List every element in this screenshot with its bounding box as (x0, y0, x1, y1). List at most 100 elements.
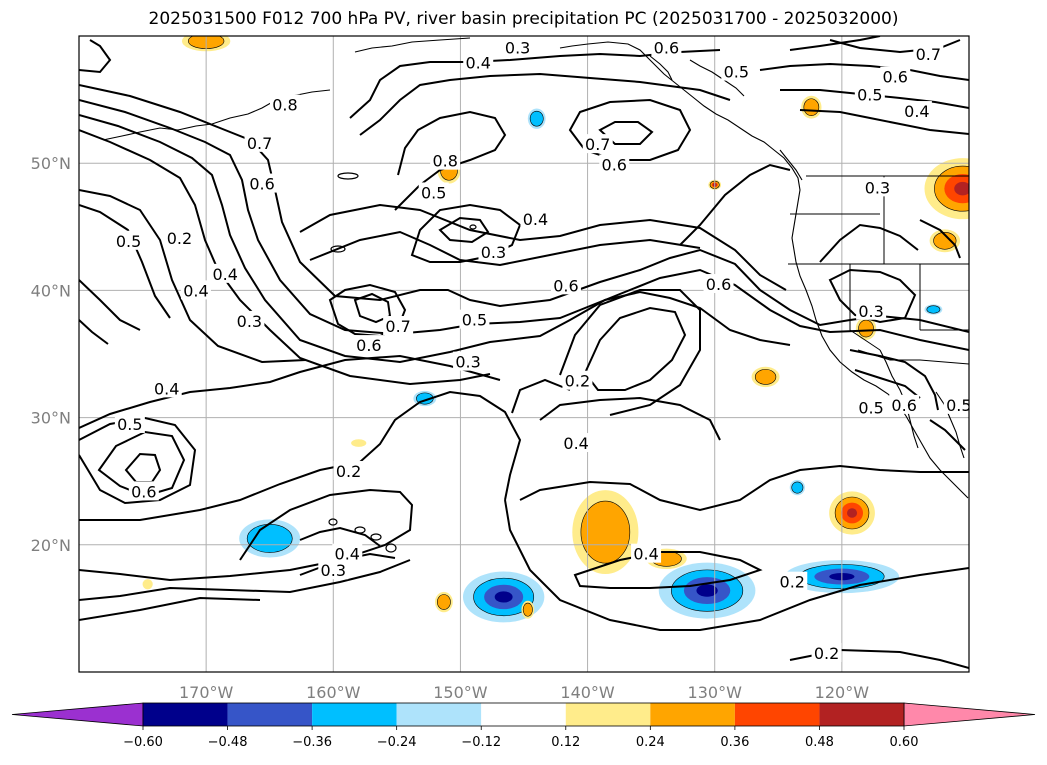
contour-label-text: 0.6 (131, 482, 156, 501)
lat-tick-label: 40°N (31, 281, 71, 300)
contour-label-backdrop (520, 209, 551, 229)
contour-label-text: 0.8 (432, 152, 457, 171)
contour-label-text: 0.4 (633, 545, 658, 564)
precip-contour-band (954, 181, 969, 196)
precip-anomaly-patch (929, 229, 961, 253)
contour-label-backdrop (164, 228, 195, 248)
colorbar-tick-label: −0.36 (292, 735, 332, 750)
contour-label-backdrop (478, 242, 509, 262)
contour-label: 0.6 (353, 335, 384, 355)
contour-label-backdrop (269, 94, 300, 114)
contour-label-backdrop (856, 397, 887, 417)
contour-label: 0.7 (582, 134, 613, 154)
precip-anomaly-patch (658, 562, 756, 619)
lon-tick-label: 130°W (688, 683, 743, 702)
precip-contour-band (696, 584, 718, 597)
contour-label-text: 0.2 (167, 229, 192, 248)
contour-label: 0.5 (856, 397, 887, 417)
contour-label-text: 0.7 (916, 45, 941, 64)
contour-label-text: 0.7 (247, 134, 272, 153)
contour-label: 0.4 (631, 543, 662, 564)
colorbar-ticks: −0.60 −0.48 −0.36 −0.24 −0.12 0.12 0.24 0.36 0.4… (123, 726, 918, 750)
contour-label: 0.3 (318, 560, 349, 580)
contour-label-text: 0.3 (865, 178, 890, 197)
contour-label: 0.2 (777, 571, 808, 592)
contour-label: 0.7 (913, 43, 944, 64)
map-title: 2025031500 F012 700 hPa PV, river basin … (148, 9, 899, 29)
contour-label: 0.6 (599, 154, 630, 174)
contour-label: 0.4 (520, 209, 551, 229)
contour-label-text: 0.5 (858, 398, 883, 417)
precip-contour-band (142, 579, 153, 590)
contour-label: 0.6 (880, 66, 911, 87)
contour-label-backdrop (880, 66, 911, 86)
lon-tick-label: 170°W (179, 683, 234, 702)
colorbar-extend-max (903, 702, 1036, 727)
contour-label-text: 0.7 (385, 317, 410, 336)
precip-contour-band (846, 508, 858, 518)
contour-label-text: 0.6 (654, 38, 679, 57)
colorbar-segment (565, 703, 651, 726)
map-frame (78, 35, 970, 673)
colorbar-segment (734, 703, 820, 726)
contour-label-backdrop (502, 37, 533, 57)
contour-label-text: 0.6 (602, 155, 627, 174)
contour-label-backdrop (180, 280, 211, 300)
contour-label: 0.6 (651, 37, 682, 57)
precip-contour-band (858, 319, 874, 338)
contour-label-text: 0.5 (462, 311, 487, 330)
contour-label-text: 0.5 (117, 415, 142, 434)
gridlines (79, 36, 969, 672)
precip-contour-band (351, 439, 367, 447)
contour-label: 0.3 (234, 310, 265, 331)
precip-anomaly-patch (239, 519, 301, 558)
precip-contour-band (522, 602, 533, 617)
contour-label: 0.2 (333, 461, 364, 481)
contour-label-backdrop (234, 310, 265, 330)
contour-label: 0.2 (811, 642, 842, 663)
contour-label-text: 0.6 (356, 336, 381, 355)
contour-label-backdrop (721, 61, 752, 81)
contour-label-backdrop (244, 132, 275, 152)
contour-label: 0.5 (113, 230, 144, 251)
contour-label: 0.6 (128, 481, 159, 501)
colorbar-tick-label: 0.36 (720, 735, 749, 750)
contour-label-text: 0.3 (505, 38, 530, 57)
contour-label: 0.4 (332, 543, 363, 564)
colorbar-tick-label: −0.12 (461, 735, 501, 750)
lon-tick-label: 160°W (306, 683, 361, 702)
colorbar-segment (819, 703, 904, 726)
contour-label: 0.3 (502, 37, 533, 57)
colorbar-tick-label: −0.24 (377, 735, 417, 750)
contour-label-backdrop (463, 52, 494, 72)
precip-anomaly-patch (924, 158, 969, 220)
contour-label: 0.3 (862, 177, 893, 197)
contour-label-backdrop (862, 177, 893, 197)
contour-label: 0.8 (269, 94, 300, 115)
contour-label: 0.8 (430, 150, 461, 171)
contour-label-backdrop (210, 263, 241, 283)
contour-label-text: 0.6 (883, 68, 908, 87)
contour-label: 0.4 (463, 52, 494, 73)
contour-label: 0.4 (901, 101, 932, 121)
contour-label: 0.4 (561, 433, 592, 453)
contour-label-backdrop (113, 230, 144, 250)
precip-contour-band (933, 232, 957, 250)
precip-anomaly-patch (924, 304, 943, 315)
contour-label-backdrop (901, 101, 932, 121)
contour-label: 0.6 (247, 173, 278, 194)
contour-label-backdrop (128, 481, 159, 501)
contour-label-text: 0.6 (891, 396, 916, 415)
precip-anomaly-patch (789, 479, 805, 496)
contour-label-backdrop (383, 316, 414, 336)
precip-anomaly-patch (855, 317, 877, 341)
contour-label: 0.5 (459, 309, 490, 330)
precip-contour-band (803, 98, 820, 117)
contour-label-backdrop (856, 300, 887, 320)
precip-anomaly-patch (751, 366, 780, 388)
precip-contour-band (529, 110, 544, 127)
contour-label-text: 0.4 (904, 102, 929, 121)
contour-label-text: 0.4 (183, 281, 208, 300)
contour-label: 0.7 (244, 132, 275, 153)
contour-label-text: 0.3 (481, 243, 506, 262)
